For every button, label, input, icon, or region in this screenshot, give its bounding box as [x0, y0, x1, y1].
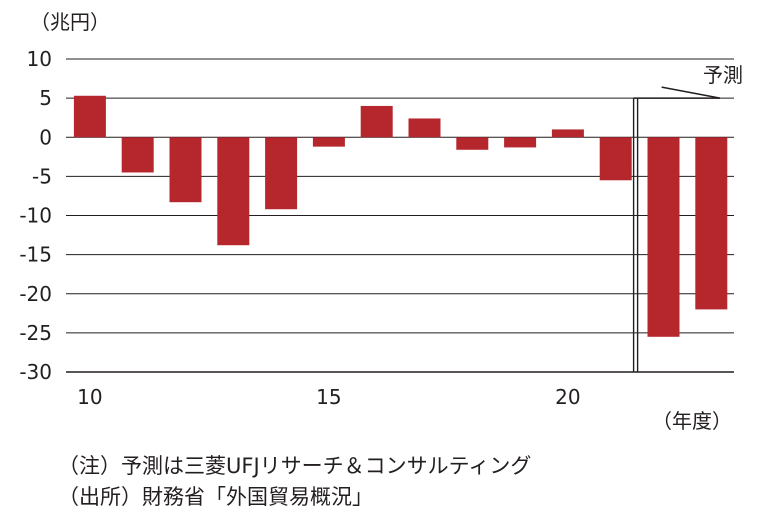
note-data-source: （出所）財務省「外国貿易概況」	[58, 485, 373, 509]
bar	[408, 118, 441, 138]
y-tick-label: -10	[19, 204, 52, 228]
y-tick-label: -30	[19, 360, 52, 384]
bar	[456, 137, 489, 150]
x-tick-label: 20	[555, 385, 580, 409]
y-tick-label: -20	[19, 282, 52, 306]
bar	[121, 137, 154, 173]
bar	[73, 95, 106, 138]
forecast-bracket	[632, 86, 721, 372]
y-tick-label: -5	[32, 164, 52, 188]
bars	[73, 95, 728, 337]
forecast-pointer	[661, 86, 721, 99]
forecast-label: 予測	[703, 63, 743, 87]
bar	[551, 129, 584, 138]
y-tick-label: 10	[27, 47, 52, 71]
x-tick-label: 10	[77, 385, 102, 409]
bar	[312, 137, 345, 147]
bar	[695, 137, 728, 310]
bar	[647, 137, 680, 337]
bar	[504, 137, 537, 148]
bar	[360, 105, 393, 138]
y-tick-label: -15	[19, 243, 52, 267]
bar	[599, 137, 632, 181]
bar	[169, 137, 202, 203]
y-axis-ticks: 10 5 0 -5 -10 -15 -20 -25 -30	[19, 47, 52, 384]
y-tick-label: -25	[19, 321, 52, 345]
x-axis-label: （年度）	[652, 409, 732, 433]
bar	[265, 137, 298, 210]
note-forecast-source: （注）予測は三菱UFJリサーチ＆コンサルティング	[58, 454, 532, 478]
y-tick-label: 5	[39, 86, 52, 110]
x-tick-label: 15	[316, 385, 341, 409]
bar	[217, 137, 250, 246]
y-unit-label: （兆円）	[30, 10, 110, 34]
x-axis-ticks: 10 15 20	[77, 385, 580, 409]
y-tick-label: 0	[39, 125, 52, 149]
